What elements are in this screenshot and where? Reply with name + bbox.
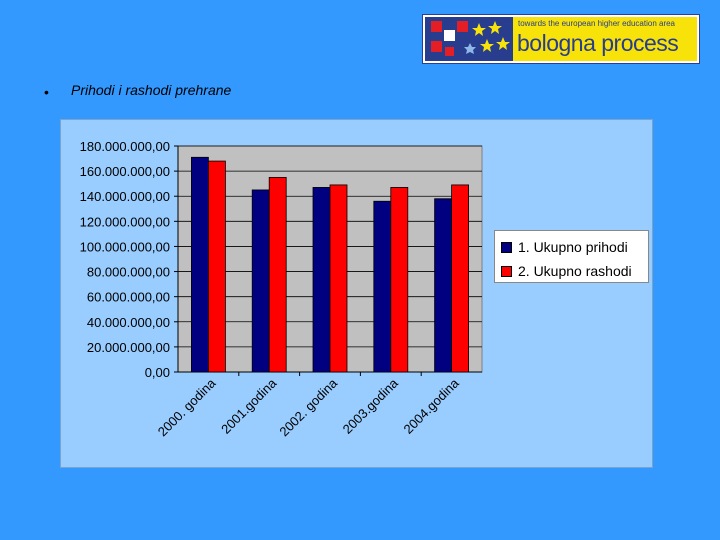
logo-text-box: towards the european higher education ar…	[513, 17, 697, 61]
bar-chart: 0,00 20.000.000,00 40.000.000,00 60.000.000…	[80, 139, 483, 439]
x-tick-label: 2001.godina	[218, 375, 280, 437]
y-tick-label: 140.000.000,00	[80, 189, 170, 204]
legend-label-series-1: 1. Ukupno prihodi	[518, 239, 628, 255]
y-tick-label: 80.000.000,00	[87, 265, 170, 280]
y-tick-label: 120.000.000,00	[80, 214, 170, 229]
legend-swatch-series-2	[501, 265, 512, 277]
legend-swatch-series-1	[501, 241, 512, 253]
y-tick-label: 20.000.000,00	[87, 340, 170, 355]
y-tick-label: 0,00	[145, 365, 170, 380]
bar-series-2-2	[329, 184, 348, 373]
bologna-logo-mark-icon	[425, 17, 513, 61]
x-tick-label: 2004.godina	[401, 375, 463, 437]
bar-series-2-4	[451, 184, 470, 373]
bar-series-2-0	[207, 160, 226, 373]
logo-tagline: towards the european higher education ar…	[518, 19, 675, 28]
y-tick-label: 40.000.000,00	[87, 315, 170, 330]
bar-series-2-1	[268, 176, 287, 373]
bar-series-1-4	[434, 198, 453, 373]
y-tick-label: 60.000.000,00	[87, 290, 170, 305]
y-tick-label: 100.000.000,00	[80, 239, 170, 254]
slide-title: Prihodi i rashodi prehrane	[71, 82, 232, 98]
x-tick-label: 2003.godina	[340, 375, 402, 437]
logo-name: bologna process	[517, 30, 679, 56]
y-tick-label: 180.000.000,00	[80, 139, 170, 154]
bar-series-1-1	[251, 189, 270, 373]
x-tick-label: 2000. godina	[155, 375, 219, 439]
bar-series-1-3	[373, 200, 392, 373]
bologna-process-logo: towards the european higher education ar…	[422, 14, 700, 64]
legend-item-series-1: 1. Ukupno prihodi	[501, 235, 648, 259]
legend-label-series-2: 2. Ukupno rashodi	[518, 263, 632, 279]
chart-legend: 1. Ukupno prihodi 2. Ukupno rashodi	[494, 230, 649, 283]
bar-series-1-2	[312, 187, 331, 373]
bullet-marker: •	[44, 84, 49, 100]
chart-panel: 0,00 20.000.000,00 40.000.000,00 60.000.000…	[60, 119, 653, 468]
bar-series-2-3	[390, 187, 409, 373]
legend-item-series-2: 2. Ukupno rashodi	[501, 259, 648, 283]
bar-series-1-0	[190, 156, 209, 373]
x-tick-label: 2002. godina	[276, 375, 340, 439]
y-tick-label: 160.000.000,00	[80, 164, 170, 179]
